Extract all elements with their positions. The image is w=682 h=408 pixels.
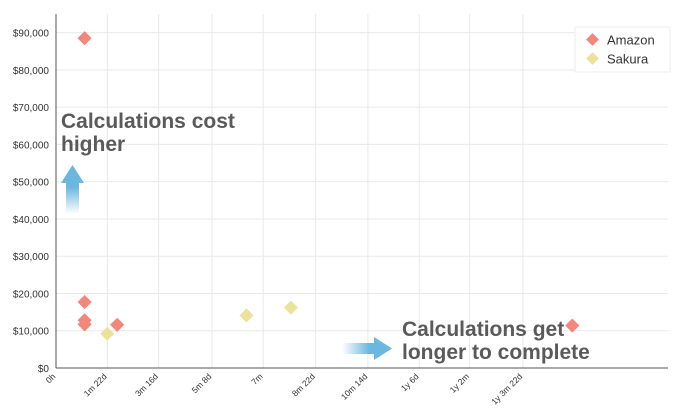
legend-box bbox=[574, 26, 671, 73]
y-tick-label: $60,000 bbox=[13, 140, 50, 151]
x-tick-label: 1m 22d bbox=[82, 371, 109, 398]
x-tick-label: 10m 14d bbox=[339, 371, 370, 402]
x-tick-label: 1y 2m bbox=[448, 371, 471, 394]
annotation-cost-line2: higher bbox=[61, 133, 125, 156]
annotation-time: Calculations get longer to complete bbox=[342, 318, 590, 364]
legend-label-amazon[interactable]: Amazon bbox=[607, 33, 655, 48]
grid bbox=[56, 14, 668, 368]
x-tick-label: 8m 22d bbox=[290, 371, 317, 398]
point-amazon[interactable] bbox=[77, 31, 92, 46]
y-tick-label: $10,000 bbox=[13, 327, 50, 338]
y-axis-tick-labels: $0 $10,000 $20,000 $30,000 $40,000 $50,000 $60… bbox=[13, 29, 50, 375]
arrow-up-icon bbox=[61, 165, 84, 214]
annotation-cost-line1: Calculations cost bbox=[61, 110, 235, 133]
point-sakura[interactable] bbox=[239, 308, 254, 323]
y-tick-label: $70,000 bbox=[13, 103, 50, 114]
annotation-cost: Calculations cost higher bbox=[61, 110, 235, 214]
y-tick-label: $40,000 bbox=[13, 215, 50, 226]
x-tick-label: 3m 16d bbox=[133, 371, 160, 398]
legend-label-sakura[interactable]: Sakura bbox=[607, 52, 649, 67]
y-tick-label: $80,000 bbox=[13, 66, 50, 77]
point-amazon[interactable] bbox=[565, 318, 580, 333]
point-sakura[interactable] bbox=[283, 300, 299, 315]
annotation-time-line1: Calculations get bbox=[402, 318, 564, 341]
point-amazon[interactable] bbox=[77, 294, 92, 310]
y-tick-label: $20,000 bbox=[13, 289, 50, 300]
annotation-time-line2: longer to complete bbox=[402, 341, 590, 364]
point-amazon[interactable] bbox=[110, 317, 125, 332]
axes bbox=[55, 14, 668, 369]
y-tick-label: $50,000 bbox=[13, 178, 50, 189]
legend: Amazon Sakura bbox=[574, 26, 671, 73]
x-axis-tick-labels: 0h 1m 22d 3m 16d 5m 8d 7m 8m 22d 10m 14d 1y 6d 1… bbox=[44, 371, 525, 406]
y-tick-label: $90,000 bbox=[13, 29, 50, 40]
point-sakura[interactable] bbox=[100, 326, 115, 341]
point-amazon[interactable] bbox=[77, 317, 92, 332]
data-points bbox=[77, 31, 580, 341]
x-tick-label: 1y 3m 22d bbox=[489, 371, 524, 406]
x-tick-label: 1y 6d bbox=[399, 371, 421, 393]
y-tick-label: $30,000 bbox=[13, 252, 50, 263]
x-tick-label: 7m bbox=[249, 371, 264, 386]
x-tick-label: 5m 8d bbox=[190, 371, 214, 395]
arrow-right-icon bbox=[342, 337, 392, 360]
y-tick-label: $0 bbox=[38, 364, 50, 375]
